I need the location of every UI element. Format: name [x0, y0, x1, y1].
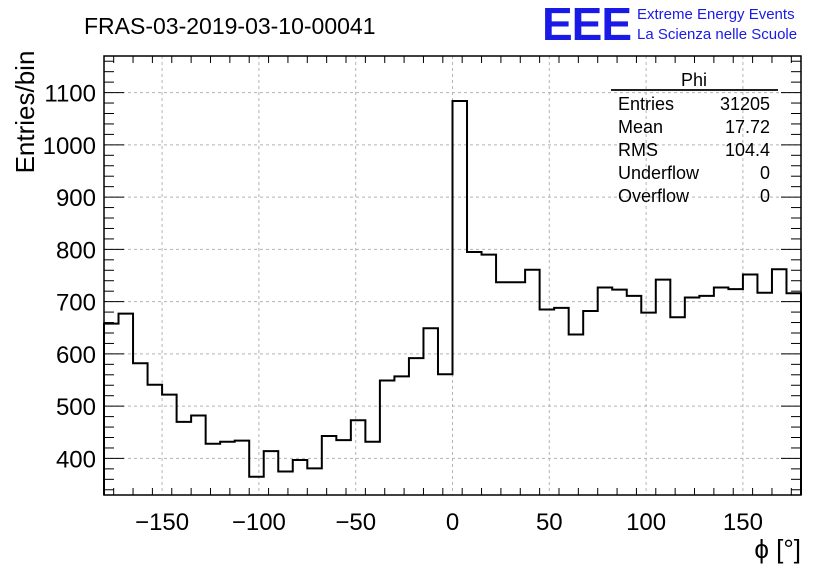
stats-row-label: Entries — [618, 94, 674, 114]
histogram-bin — [278, 471, 293, 495]
eee-logo-line2: La Scienza nelle Scuole — [637, 26, 797, 43]
histogram-bin — [438, 374, 453, 495]
stats-row-value: 17.72 — [725, 117, 770, 137]
histogram-bin — [772, 269, 787, 495]
histogram-bin — [685, 297, 700, 495]
histogram-bin — [423, 328, 438, 495]
axes: −150 −100 −50 0 50 100 150 400 500 600 700 800 900 10… — [43, 56, 801, 536]
histogram-bin — [728, 289, 743, 495]
stats-row-label: Underflow — [618, 163, 700, 183]
eee-logo-mark: EEE — [542, 0, 631, 50]
histogram-bin — [220, 442, 235, 495]
x-axis-label: ϕ [°] — [754, 534, 801, 564]
y-tick-label: 800 — [56, 237, 96, 264]
histogram-bin — [351, 420, 366, 495]
x-tick-label: 0 — [446, 509, 459, 536]
histogram-bin — [757, 293, 772, 495]
histogram-bin — [380, 381, 395, 495]
histogram-bin — [453, 101, 468, 495]
histogram-bin — [656, 280, 671, 495]
histogram-bin — [511, 282, 526, 495]
histogram-bin — [714, 288, 729, 495]
histogram-bin — [786, 293, 801, 495]
eee-logo: EEE Extreme Energy Events La Scienza nel… — [542, 0, 797, 50]
chart-title: FRAS-03-2019-03-10-00041 — [84, 13, 376, 39]
stats-row-value: 0 — [760, 163, 770, 183]
histogram-bin — [322, 436, 337, 495]
histogram-bin — [133, 363, 148, 495]
histogram-bin — [612, 290, 627, 495]
histogram-bin — [554, 308, 569, 495]
histogram-bin — [249, 477, 264, 495]
stats-row-value: 0 — [760, 186, 770, 206]
x-tick-label: 100 — [626, 509, 666, 536]
y-tick-label: 400 — [56, 446, 96, 473]
histogram-bin — [482, 255, 497, 495]
plot-frame — [103, 55, 802, 496]
histogram-bin — [235, 441, 250, 495]
histogram-bin — [177, 422, 192, 495]
stats-row-value: 31205 — [720, 94, 770, 114]
histogram-bin — [162, 395, 177, 495]
histogram-bin — [409, 358, 424, 495]
stats-box-rows: Entries 31205 Mean 17.72 RMS 104.4 Underflow 0 O… — [618, 94, 770, 206]
stats-box: Phi Entries 31205 Mean 17.72 RMS 104.4 Underfl… — [611, 70, 778, 206]
histogram-bin — [670, 317, 685, 495]
histogram-bin — [496, 282, 511, 495]
stats-box-title: Phi — [681, 70, 707, 90]
histogram-bin — [641, 313, 656, 495]
histogram-bin — [148, 385, 163, 495]
histogram-bin — [699, 296, 714, 495]
histogram-bin — [394, 376, 409, 495]
x-tick-label: 50 — [536, 509, 563, 536]
histogram-bin — [191, 416, 206, 495]
stats-row-value: 104.4 — [725, 140, 770, 160]
histogram-bin — [264, 451, 279, 495]
x-tick-label: −100 — [232, 509, 286, 536]
histogram-bin — [743, 274, 758, 495]
y-tick-label: 700 — [56, 290, 96, 317]
y-tick-label: 1000 — [43, 133, 96, 160]
histogram-bin — [540, 309, 555, 495]
histogram-bin — [525, 270, 540, 495]
y-axis-label: Entries/bin — [10, 51, 40, 174]
y-tick-label: 1100 — [44, 81, 96, 108]
histogram-bin — [307, 468, 322, 495]
y-tick-label: 500 — [56, 394, 96, 421]
histogram-bin — [365, 442, 380, 495]
histogram-bin — [206, 444, 221, 495]
x-tick-label: −150 — [135, 509, 189, 536]
histogram-bin — [583, 311, 598, 495]
histogram-outline — [103, 99, 802, 495]
stats-row-label: Mean — [618, 117, 663, 137]
x-tick-label: 150 — [723, 509, 763, 536]
x-tick-label: −50 — [335, 509, 376, 536]
histogram-bin — [467, 252, 482, 495]
histogram-bin — [569, 335, 584, 495]
histogram-bin — [336, 440, 351, 495]
histogram-bin — [598, 288, 613, 495]
y-tick-label: 900 — [56, 185, 96, 212]
histogram-bin — [293, 460, 308, 495]
histogram-bin — [119, 314, 134, 495]
y-tick-label: 600 — [56, 342, 96, 369]
histogram-series — [103, 99, 802, 495]
stats-row-label: RMS — [618, 140, 658, 160]
stats-row-label: Overflow — [618, 186, 690, 206]
eee-logo-line1: Extreme Energy Events — [637, 6, 795, 23]
histogram-bin — [627, 296, 642, 495]
